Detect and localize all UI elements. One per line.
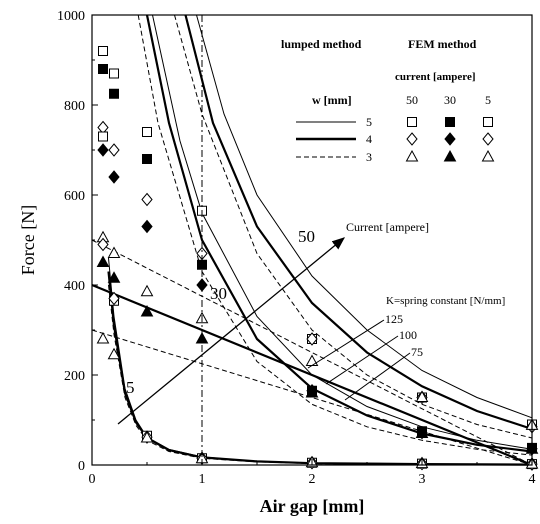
fem-point-i30-w3-3 [195, 331, 209, 344]
legend-w-value-4: 4 [366, 132, 372, 146]
spring-constant-header: K=spring constant [N/mm] [386, 295, 505, 307]
fem-point-i30-w5-1 [109, 88, 119, 99]
fem-point-i30-w3-0 [96, 255, 110, 267]
x-tick-label-0: 0 [89, 472, 96, 487]
current-5-label: 5 [126, 378, 135, 397]
fem-point-i50-w5-2 [142, 127, 152, 137]
x-tick-label-2: 2 [309, 472, 316, 487]
legend: lumped method FEM method current [ampere… [281, 37, 495, 164]
ticks-layer: 0 1 2 3 4 0 200 400 600 800 1000 [57, 9, 536, 487]
spring-line-k75 [91, 329, 533, 466]
lumped-curve-i5-w4 [107, 271, 533, 466]
legend-marker-w4-i30 [444, 132, 456, 146]
fem-point-i50-w3-2 [140, 284, 154, 297]
spring-line-k125 [91, 239, 533, 466]
legend-header-fem: FEM method [408, 37, 477, 51]
fem-point-i5-w5-0 [98, 131, 108, 142]
x-tick-label-4: 4 [529, 472, 536, 487]
fem-point-i50-w3-5 [415, 390, 429, 402]
fem-point-i30-w3-5 [415, 426, 429, 438]
spring-label-75: 75 [411, 345, 423, 359]
fem-point-i5-w4-1 [108, 291, 120, 306]
lumped-curve-i5-w3 [108, 284, 532, 466]
y-tick-label-2: 400 [64, 279, 85, 294]
fem-point-i50-w5-0 [98, 46, 108, 56]
legend-marker-w4-i50 [406, 132, 418, 146]
fem-point-i30-w5-2 [142, 154, 152, 164]
spring-label-100: 100 [399, 328, 417, 342]
current-30-label: 30 [210, 284, 227, 303]
fem-point-i5-w3-0 [96, 331, 110, 344]
fem-point-i30-w3-4 [305, 385, 319, 398]
fem-point-i30-w4-0 [97, 143, 109, 157]
legend-w-header: w [mm] [312, 93, 352, 107]
legend-current-5: 5 [485, 93, 491, 107]
y-tick-label-5: 1000 [57, 9, 85, 24]
legend-current-30: 30 [444, 93, 456, 107]
fem-point-i50-w4-1 [108, 143, 120, 157]
spring-leader-125 [307, 319, 385, 369]
fem-point-i50-w4-4 [306, 332, 318, 346]
fem-point-i30-w3-1 [107, 271, 121, 283]
spring-leader-100 [325, 335, 399, 385]
fem-point-i5-w3-2 [140, 430, 154, 443]
fem-point-i50-w3-1 [107, 246, 121, 258]
y-tick-label-1: 200 [64, 369, 85, 384]
x-axis-label: Air gap [mm] [260, 496, 365, 516]
legend-markers [405, 117, 495, 162]
lumped-curve-i50-w4 [184, 14, 533, 431]
markers-layer [96, 46, 539, 471]
y-tick-label-4: 800 [64, 99, 85, 114]
x-tick-label-3: 3 [419, 472, 426, 487]
spring-line-k100 [91, 283, 533, 467]
fem-point-i50-w3-4 [305, 354, 319, 366]
legend-marker-w5-i50 [407, 117, 417, 127]
curves-layer [91, 14, 533, 467]
legend-current-50: 50 [406, 93, 418, 107]
y-tick-label-3: 600 [64, 189, 85, 204]
fem-point-i30-w4-1 [108, 170, 120, 184]
fem-point-i30-w5-0 [98, 64, 108, 74]
lumped-curve-i30-w3 [137, 14, 533, 456]
fem-point-i5-w4-0 [97, 237, 109, 252]
legend-marker-w3-i5 [481, 149, 495, 162]
legend-marker-w4-i5 [482, 132, 494, 146]
current-arrow-label: Current [ampere] [346, 220, 429, 234]
lumped-curve-i5-w5 [108, 257, 533, 466]
legend-w-value-5: 5 [366, 115, 372, 129]
y-tick-label-0: 0 [78, 459, 85, 474]
spring-label-125: 125 [385, 312, 403, 326]
lumped-curve-i50-w5 [196, 14, 533, 419]
legend-marker-w5-i30 [445, 117, 455, 127]
fem-point-i50-w5-1 [109, 68, 119, 79]
fem-point-i30-w3-2 [140, 304, 154, 317]
lumped-curve-i50-w3 [174, 14, 533, 439]
current-50-label: 50 [298, 227, 315, 246]
y-axis-label: Force [N] [18, 205, 38, 275]
legend-marker-w3-i50 [405, 149, 419, 162]
fem-point-i5-w3-1 [107, 347, 121, 360]
fem-point-i50-w4-2 [141, 192, 153, 207]
spring-leader-75 [344, 352, 411, 401]
legend-w-value-3: 3 [366, 150, 372, 164]
fem-point-i30-w4-2 [141, 219, 153, 234]
legend-current-header: current [ampere] [395, 71, 476, 83]
legend-header-lumped: lumped method [281, 37, 362, 51]
current-arrow [117, 237, 346, 425]
x-tick-label-1: 1 [199, 472, 206, 487]
legend-marker-w5-i5 [483, 117, 493, 127]
legend-marker-w3-i30 [443, 149, 457, 162]
